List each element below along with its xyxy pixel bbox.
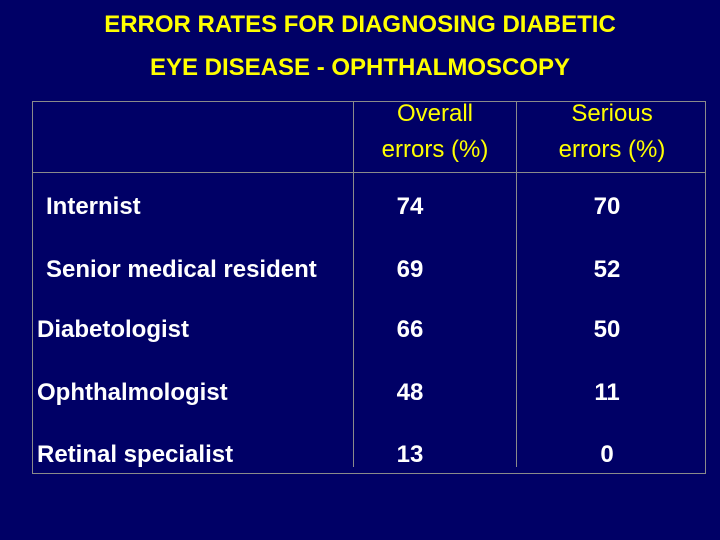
slide-title-line-1: ERROR RATES FOR DIAGNOSING DIABETIC bbox=[104, 11, 616, 38]
overall-errors-ophthalmologist: 48 bbox=[396, 379, 424, 406]
overall-errors-senior-medical-resident: 69 bbox=[396, 256, 424, 283]
column-header-overall-errors: Overall errors (%) bbox=[354, 96, 516, 168]
column-divider-1 bbox=[353, 101, 354, 467]
row-label-senior-medical-resident: Senior medical resident bbox=[46, 256, 317, 283]
column-header-overall-line-1: Overall bbox=[396, 100, 474, 127]
column-header-serious-errors: Serious errors (%) bbox=[517, 96, 707, 168]
serious-errors-diabetologist: 50 bbox=[593, 316, 621, 343]
serious-errors-internist: 70 bbox=[593, 193, 621, 220]
column-header-serious-line-2: errors (%) bbox=[558, 136, 666, 163]
error-rates-table bbox=[32, 101, 706, 474]
column-header-serious-line-1: Serious bbox=[571, 100, 653, 127]
column-divider-2 bbox=[516, 101, 517, 467]
row-label-internist: Internist bbox=[46, 193, 141, 220]
serious-errors-senior-medical-resident: 52 bbox=[593, 256, 621, 283]
overall-errors-retinal-specialist: 13 bbox=[396, 441, 424, 468]
slide-title-line-2: EYE DISEASE - OPHTHALMOSCOPY bbox=[149, 54, 571, 81]
serious-errors-ophthalmologist: 11 bbox=[594, 379, 620, 406]
overall-errors-internist: 74 bbox=[396, 193, 424, 220]
row-label-diabetologist: Diabetologist bbox=[37, 316, 190, 343]
header-divider bbox=[32, 172, 706, 173]
row-label-ophthalmologist: Ophthalmologist bbox=[37, 379, 228, 406]
overall-errors-diabetologist: 66 bbox=[396, 316, 424, 343]
column-header-overall-line-2: errors (%) bbox=[381, 136, 489, 163]
serious-errors-retinal-specialist: 0 bbox=[600, 441, 614, 468]
row-label-retinal-specialist: Retinal specialist bbox=[37, 441, 234, 468]
